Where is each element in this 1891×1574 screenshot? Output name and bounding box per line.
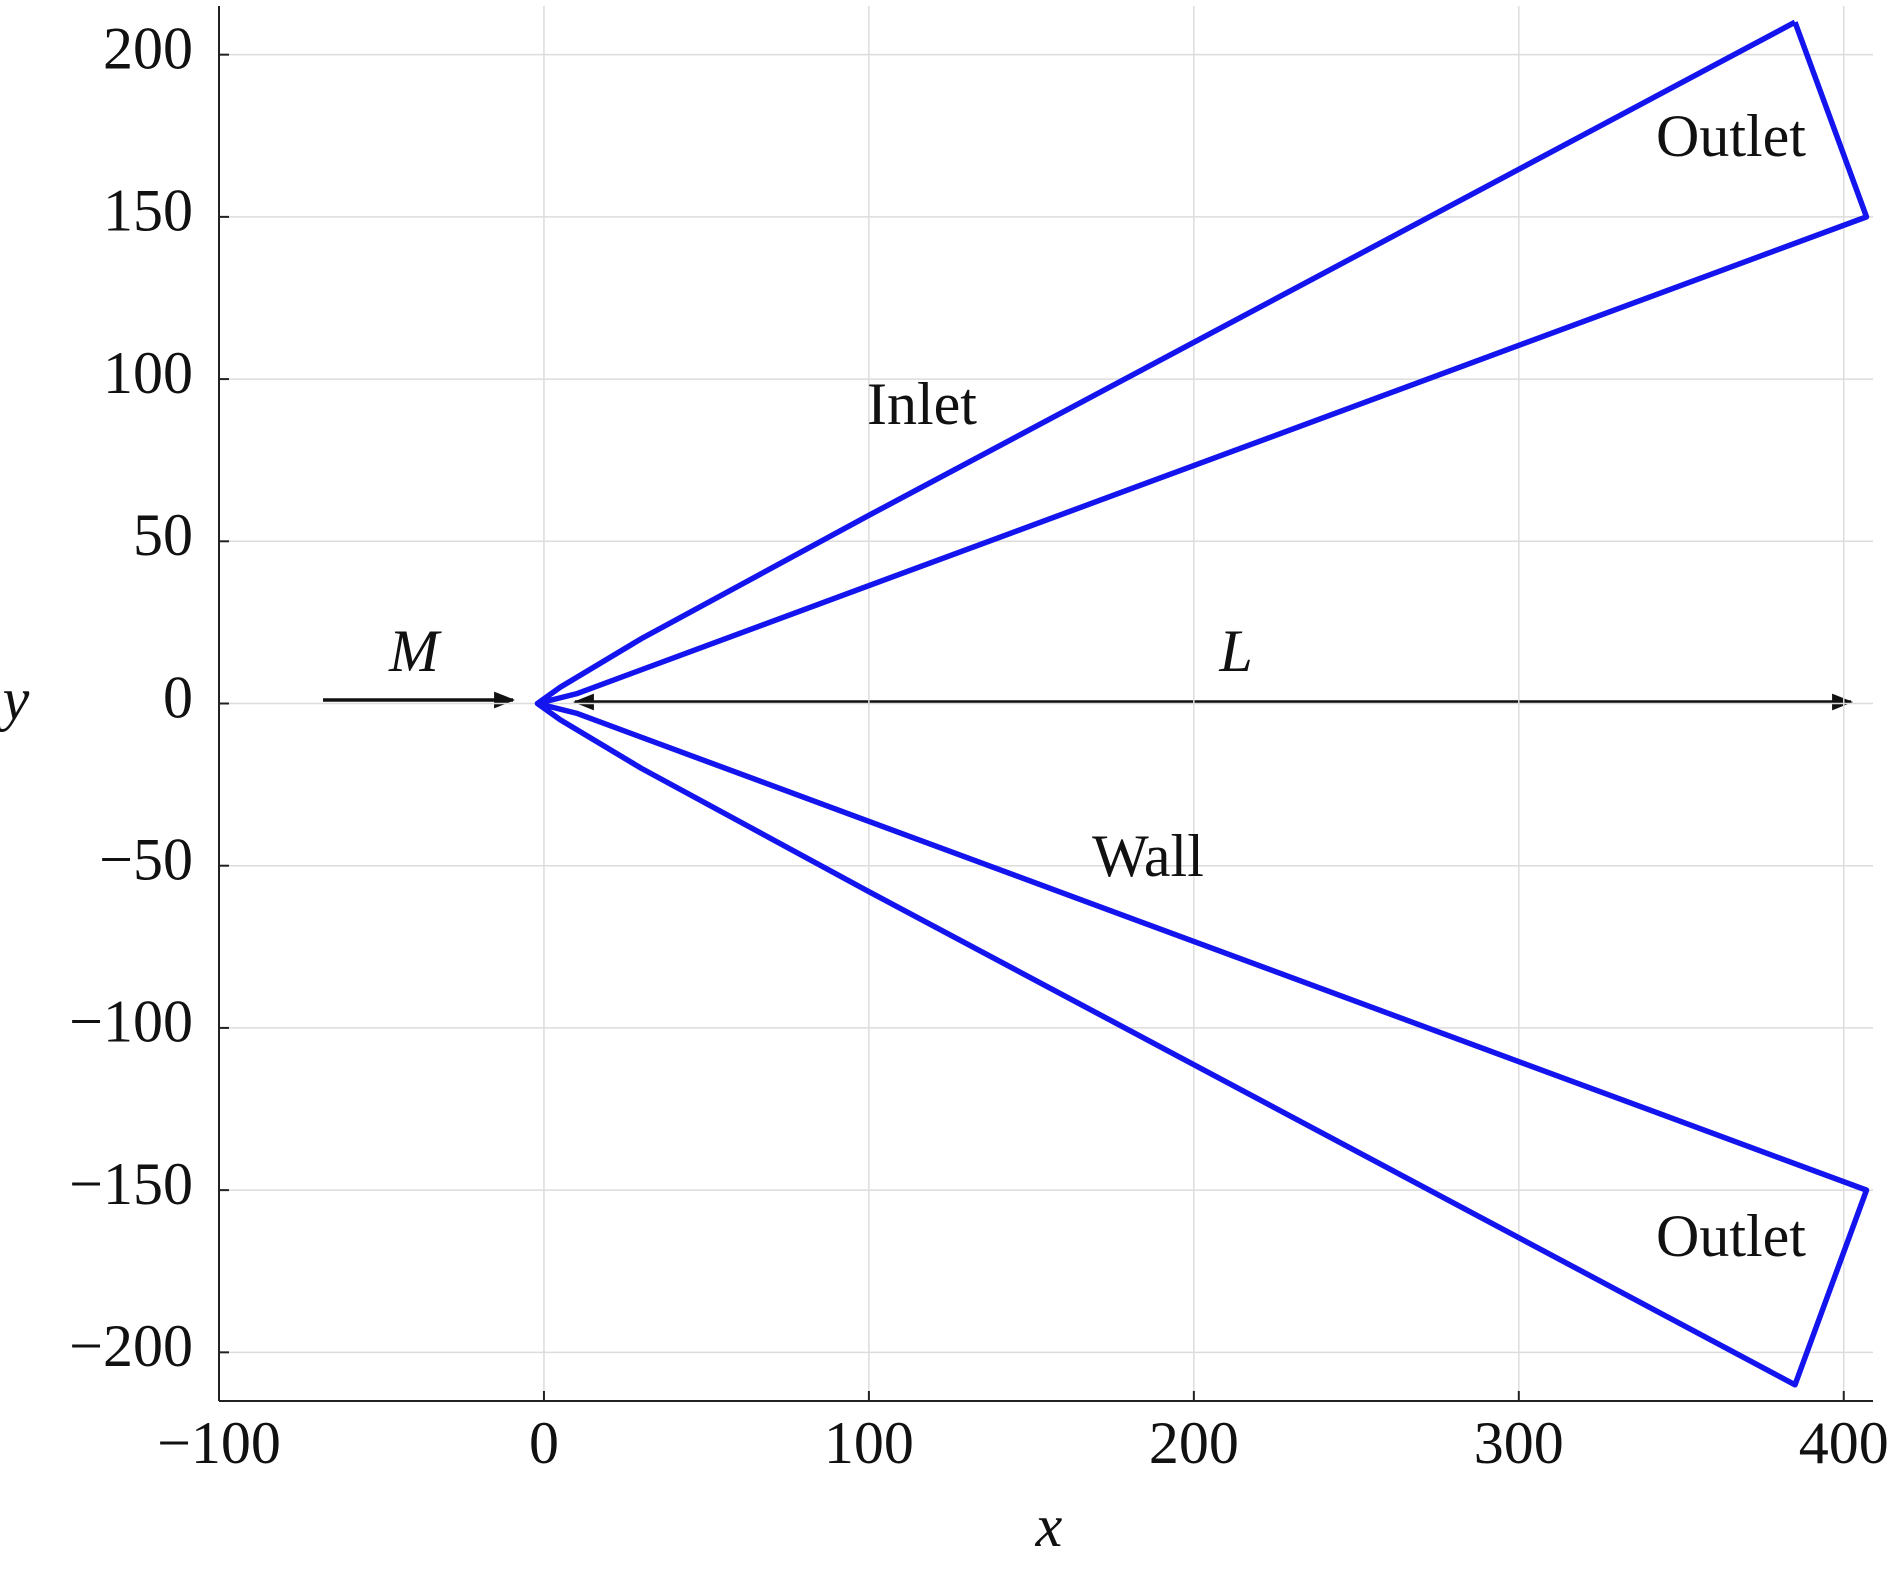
annotation: Outlet (1656, 1203, 1806, 1269)
annotation: Inlet (867, 371, 977, 437)
annotation: L (1218, 618, 1252, 684)
x-tick-label: −100 (157, 1410, 281, 1476)
y-tick-label: 150 (103, 178, 193, 244)
y-tick-label: 100 (103, 340, 193, 406)
x-tick-label: 400 (1799, 1410, 1889, 1476)
boundary-line (534, 19, 1870, 1388)
annotation: M (388, 618, 442, 684)
y-axis-label: y (0, 666, 30, 732)
y-tick-label: −150 (69, 1151, 193, 1217)
annotation: Outlet (1656, 103, 1806, 169)
x-tick-label: 100 (824, 1410, 914, 1476)
x-tick-label: 300 (1474, 1410, 1564, 1476)
x-axis-label: x (1035, 1493, 1063, 1559)
x-tick-label: 0 (529, 1410, 559, 1476)
annotation: Wall (1092, 823, 1204, 889)
y-tick-label: 50 (133, 502, 193, 568)
y-tick-label: −50 (99, 826, 193, 892)
y-tick-label: −100 (69, 989, 193, 1055)
x-tick-label: 200 (1149, 1410, 1239, 1476)
y-tick-label: −200 (69, 1313, 193, 1379)
y-tick-label: 0 (163, 664, 193, 730)
y-tick-label: 200 (103, 15, 193, 81)
